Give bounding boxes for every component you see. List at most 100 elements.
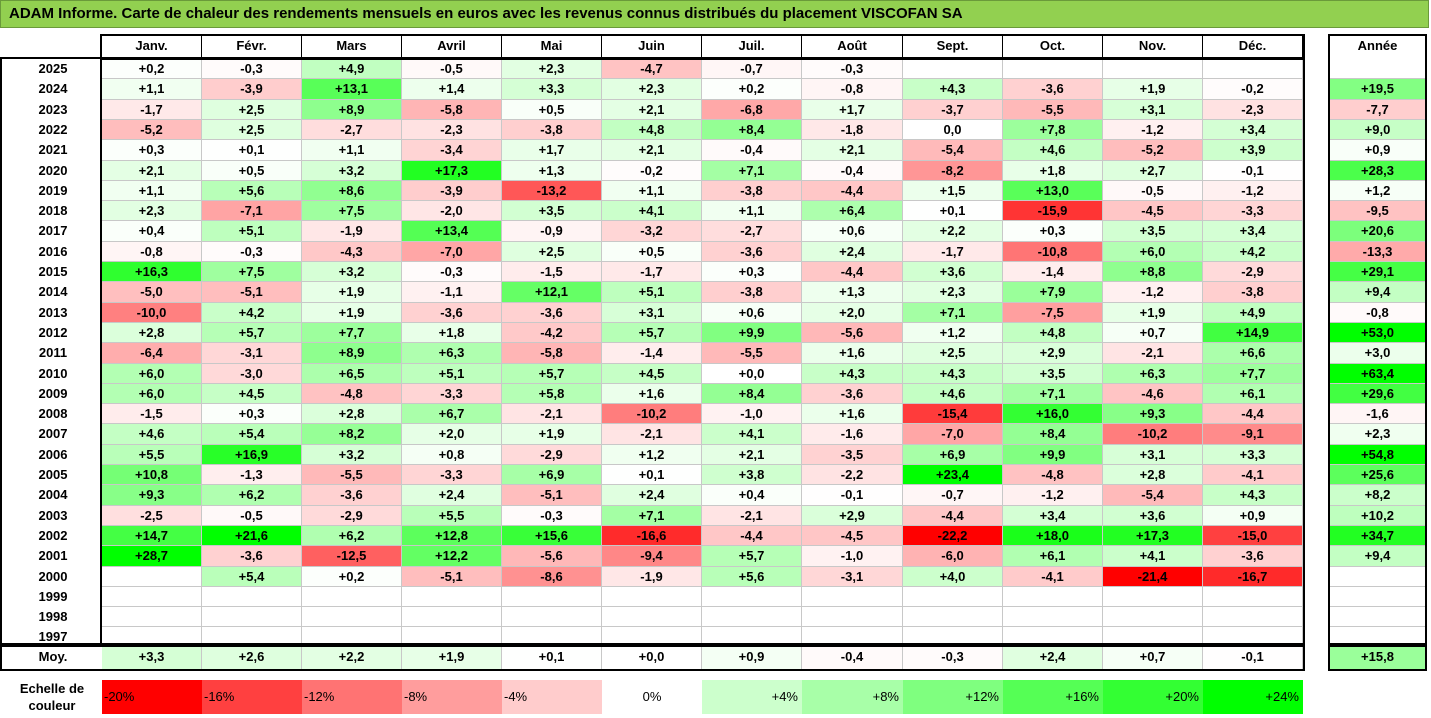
heatmap-cell	[602, 627, 702, 648]
heatmap-cell: +4,8	[602, 120, 702, 140]
column-header: Mars	[302, 36, 402, 58]
row-year-label: 2004	[2, 485, 100, 506]
heatmap-cell: -0,8	[102, 242, 202, 262]
heatmap-cell: +0,2	[102, 59, 202, 79]
heatmap-cell: +1,9	[302, 303, 402, 323]
heatmap-cell: +12,8	[402, 526, 502, 546]
heatmap-cell: +1,9	[1103, 303, 1203, 323]
heatmap-cell: -6,4	[102, 343, 202, 364]
annual-cell	[1330, 627, 1425, 648]
heatmap-cell: -3,3	[1203, 201, 1303, 221]
annual-cell: +20,6	[1330, 221, 1425, 242]
heatmap-cell: +6,1	[1003, 546, 1103, 567]
heatmap-cell: -3,6	[802, 384, 903, 404]
row-year-label: 2000	[2, 567, 100, 587]
heatmap-cell	[1103, 607, 1203, 627]
heatmap-cell: +3,4	[1203, 120, 1303, 140]
heatmap-cell	[102, 567, 202, 587]
row-year-label: 2002	[2, 526, 100, 546]
heatmap-cell: -5,8	[502, 343, 602, 364]
heatmap-cell: -5,1	[502, 485, 602, 506]
heatmap-cell	[502, 607, 602, 627]
heatmap-cell: +2,3	[602, 79, 702, 100]
heatmap-cell: +1,5	[903, 181, 1003, 201]
row-year-label: 2021	[2, 140, 100, 161]
heatmap-cell: +14,7	[102, 526, 202, 546]
annual-cell	[1330, 587, 1425, 607]
heatmap-cell: +7,7	[302, 323, 402, 343]
heatmap-cell: +7,5	[202, 262, 302, 282]
heatmap-cell: +1,7	[502, 140, 602, 161]
heatmap-cell: +6,3	[1103, 364, 1203, 384]
heatmap-cell: +5,4	[202, 424, 302, 445]
heatmap-cell: +4,6	[903, 384, 1003, 404]
heatmap-cell: +6,9	[502, 465, 602, 485]
heatmap-cell: +7,1	[903, 303, 1003, 323]
heatmap-cell: +3,2	[302, 445, 402, 465]
color-scale-step: -4%	[502, 680, 602, 714]
heatmap-cell: -4,4	[903, 506, 1003, 526]
annual-cell	[1330, 59, 1425, 79]
annual-cell: -1,6	[1330, 404, 1425, 424]
heatmap-cell: +8,8	[1103, 262, 1203, 282]
annual-cell: +8,2	[1330, 485, 1425, 506]
column-header: Févr.	[202, 36, 302, 58]
heatmap-cell: +6,2	[202, 485, 302, 506]
heatmap-cell: +28,7	[102, 546, 202, 567]
row-year-label: 2020	[2, 161, 100, 181]
heatmap-cell: +1,9	[302, 282, 402, 303]
heatmap-cell: +4,2	[202, 303, 302, 323]
heatmap-cell: +4,9	[302, 59, 402, 79]
heatmap-cell: -0,3	[402, 262, 502, 282]
heatmap-cell: +3,3	[1203, 445, 1303, 465]
heatmap-cell: +4,9	[1203, 303, 1303, 323]
heatmap-cell: +2,9	[1003, 343, 1103, 364]
heatmap-cell: -4,8	[302, 384, 402, 404]
heatmap-cell: +1,6	[802, 343, 903, 364]
annual-cell	[1330, 607, 1425, 627]
color-scale-step: +4%	[702, 680, 802, 714]
annual-cell: +28,3	[1330, 161, 1425, 181]
heatmap-cell: +16,9	[202, 445, 302, 465]
heatmap-cell: -2,0	[402, 201, 502, 221]
heatmap-cell	[102, 627, 202, 648]
heatmap-cell: +1,8	[402, 323, 502, 343]
heatmap-cell: -16,6	[602, 526, 702, 546]
row-year-label: 2007	[2, 424, 100, 445]
heatmap-cell: +1,3	[502, 161, 602, 181]
heatmap-cell: -4,2	[502, 323, 602, 343]
heatmap-cell: -16,7	[1203, 567, 1303, 587]
heatmap-cell: +0,1	[903, 201, 1003, 221]
heatmap-cell: -9,4	[602, 546, 702, 567]
heatmap-cell: +3,2	[302, 161, 402, 181]
heatmap-cell: -0,5	[202, 506, 302, 526]
annual-cell: +9,4	[1330, 546, 1425, 567]
heatmap-cell: -1,2	[1003, 485, 1103, 506]
heatmap-cell: -2,1	[702, 506, 802, 526]
heatmap-cell: +1,4	[402, 79, 502, 100]
heatmap-cell: -3,8	[702, 181, 802, 201]
annual-cell: +29,1	[1330, 262, 1425, 282]
heatmap-cell: +13,4	[402, 221, 502, 242]
heatmap-cell: -0,2	[602, 161, 702, 181]
heatmap-cell: -4,5	[1103, 201, 1203, 221]
heatmap-cell: +7,1	[702, 161, 802, 181]
heatmap-cell: -3,8	[1203, 282, 1303, 303]
annual-cell: +0,9	[1330, 140, 1425, 161]
heatmap-cell: -3,7	[903, 100, 1003, 120]
heatmap-cell: +2,0	[802, 303, 903, 323]
heatmap-cell: -2,9	[502, 445, 602, 465]
average-cell: +2,2	[302, 647, 402, 669]
heatmap-cell: -1,7	[602, 262, 702, 282]
heatmap-cell: +2,3	[903, 282, 1003, 303]
heatmap-cell: -9,1	[1203, 424, 1303, 445]
heatmap-cell: -0,3	[202, 242, 302, 262]
heatmap-cell: -5,0	[102, 282, 202, 303]
heatmap-cell: +3,6	[903, 262, 1003, 282]
heatmap-cell: -0,8	[802, 79, 903, 100]
heatmap-cell: +1,3	[802, 282, 903, 303]
heatmap-cell: +0,5	[602, 242, 702, 262]
heatmap-cell: +6,2	[302, 526, 402, 546]
heatmap-cell: +2,3	[102, 201, 202, 221]
heatmap-cell: +6,9	[903, 445, 1003, 465]
